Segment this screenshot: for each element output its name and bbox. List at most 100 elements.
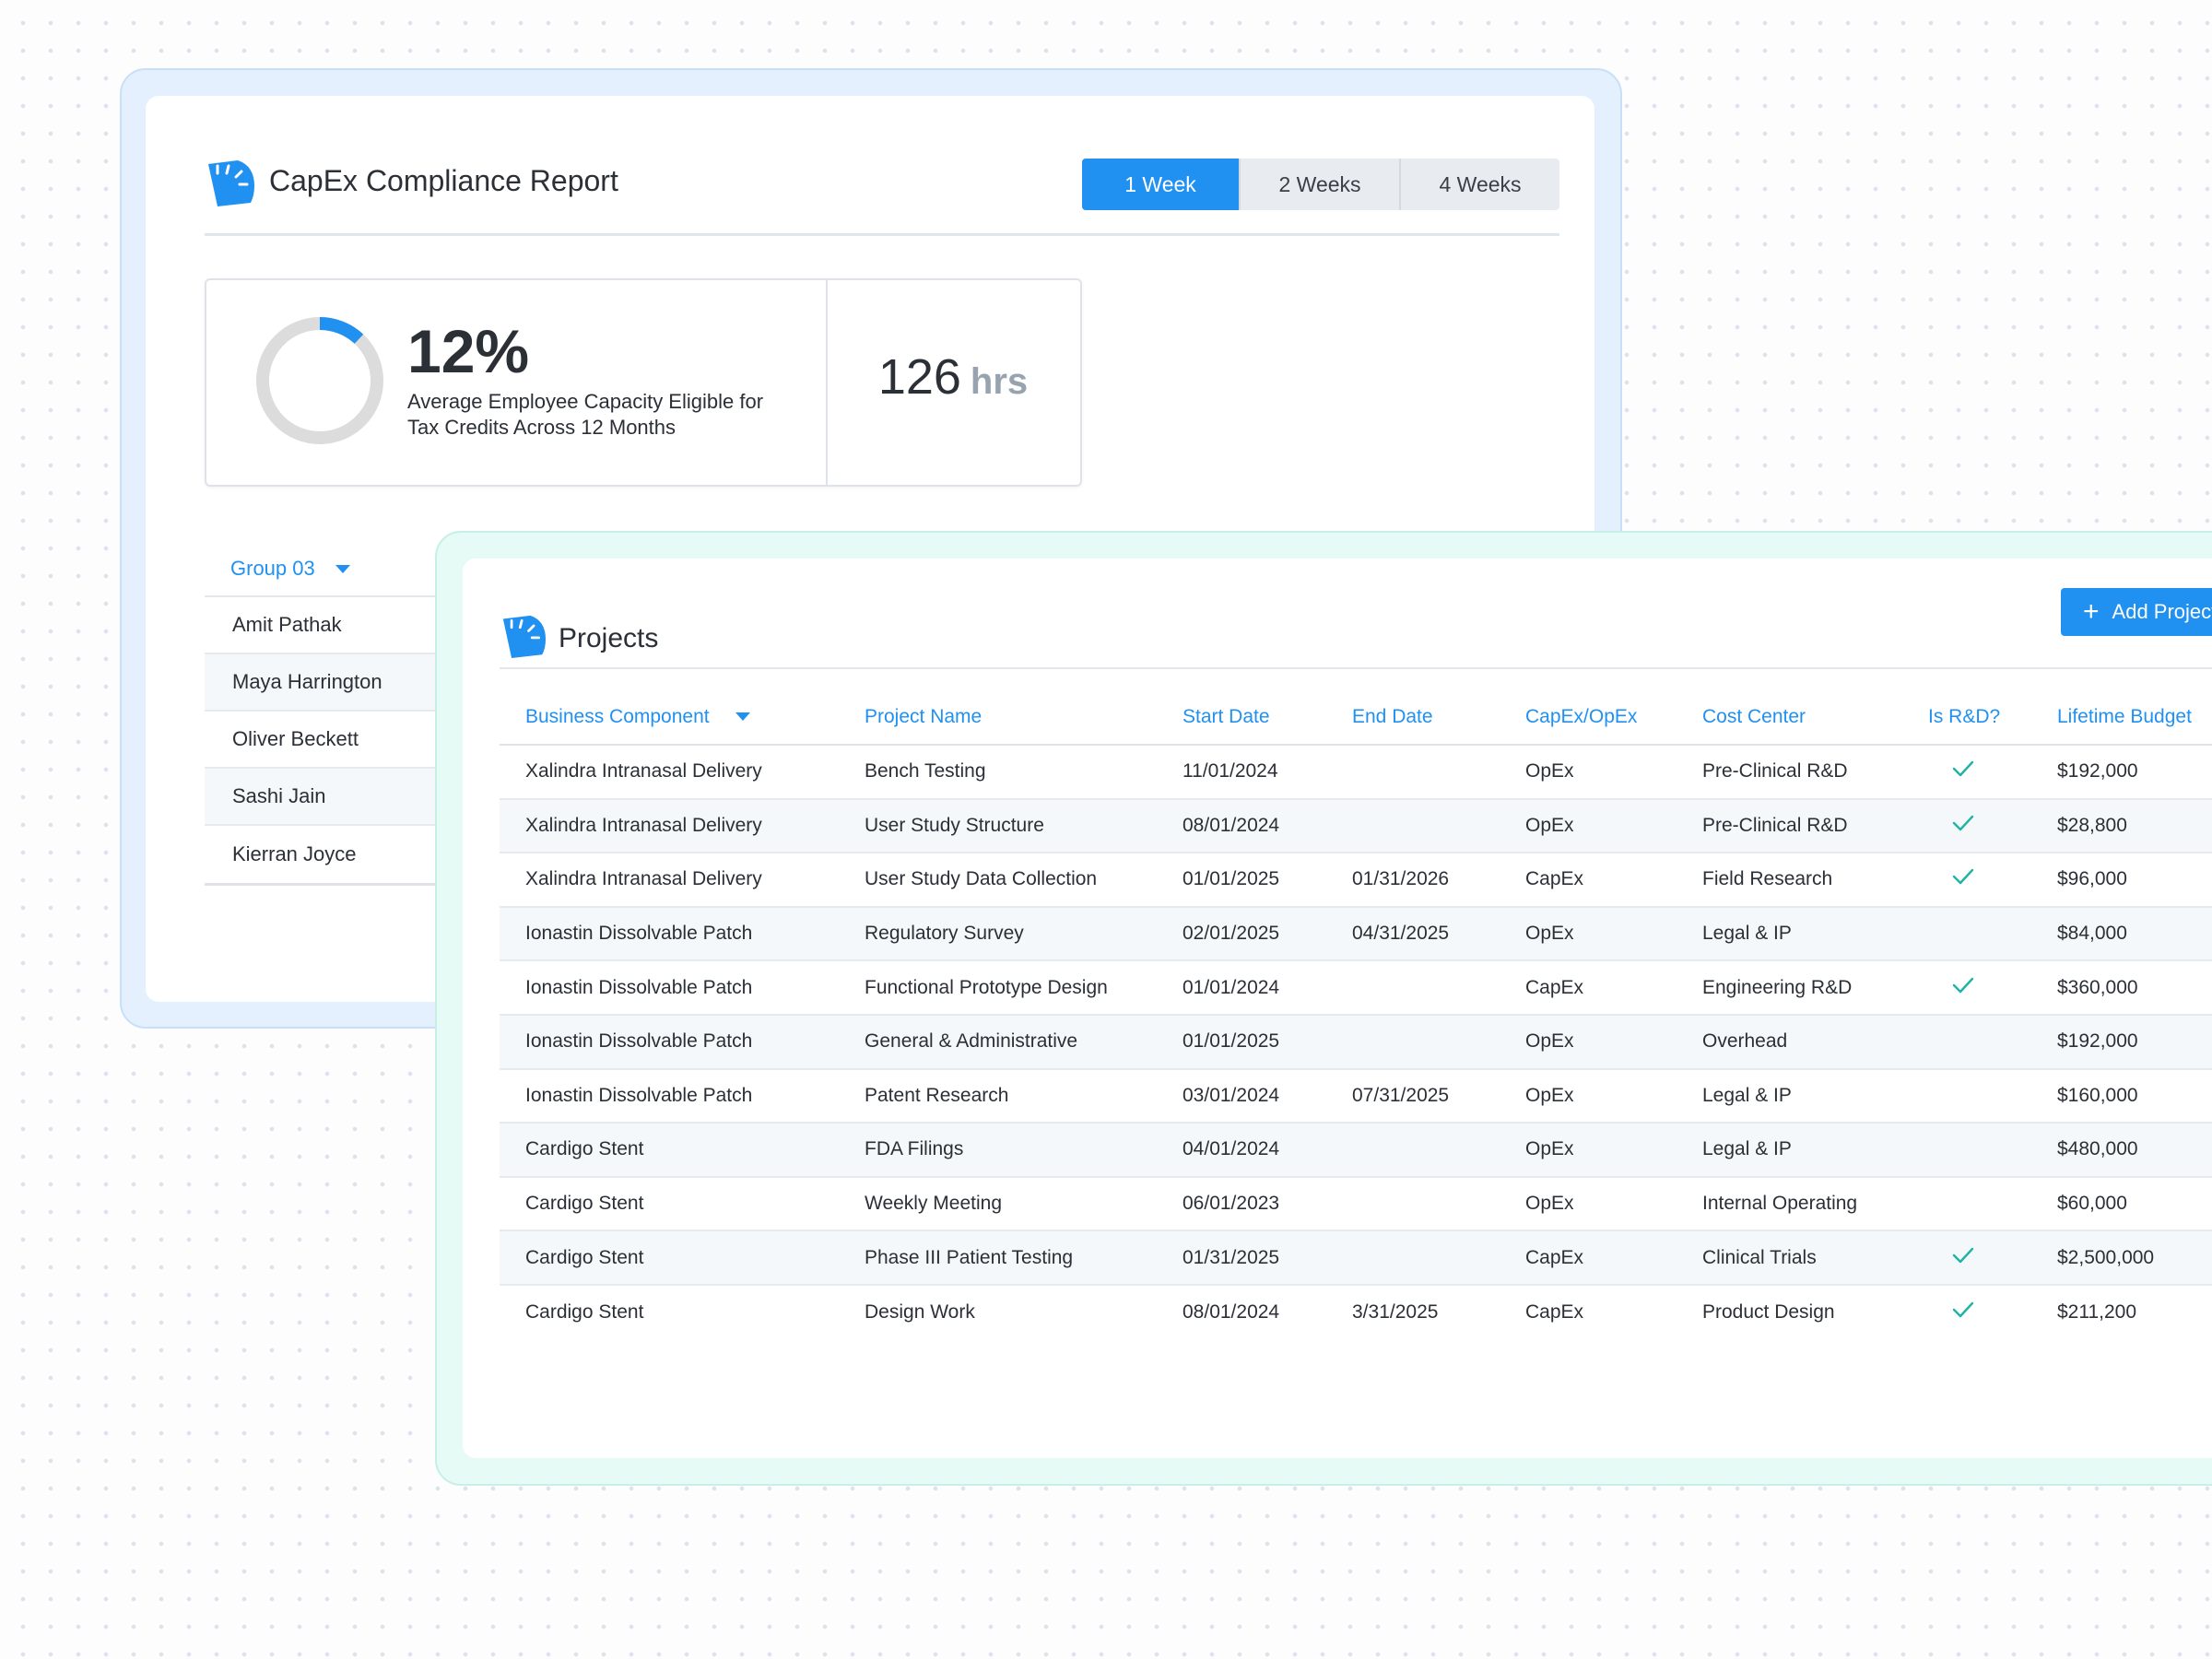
cell-capex-opex: OpEx bbox=[1500, 798, 1677, 854]
cell-is-rnd bbox=[1902, 906, 2031, 962]
cell-project-name: General & Administrative bbox=[839, 1014, 1157, 1070]
check-icon bbox=[1952, 869, 1974, 885]
group-member-item[interactable]: Kierran Joyce bbox=[232, 842, 357, 865]
table-row[interactable]: Cardigo Stent Phase III Patient Testing 01… bbox=[500, 1230, 2212, 1286]
col-business-component[interactable]: Business Component bbox=[500, 689, 839, 746]
table-row[interactable]: Cardigo Stent Design Work 08/01/2024 3/31/2… bbox=[500, 1285, 2212, 1339]
col-is-rnd[interactable]: Is R&D? bbox=[1902, 689, 2031, 746]
cell-project-name: User Study Structure bbox=[839, 798, 1157, 854]
cell-is-rnd bbox=[1902, 745, 2031, 800]
table-row[interactable]: Cardigo Stent FDA Filings 04/01/2024 OpEx Le… bbox=[500, 1123, 2212, 1178]
caret-down-icon bbox=[735, 712, 750, 721]
cell-lifetime-budget: $60,000 bbox=[2031, 1176, 2212, 1232]
col-lifetime-budget[interactable]: Lifetime Budget bbox=[2031, 689, 2212, 746]
cell-capex-opex: CapEx bbox=[1500, 960, 1677, 1016]
cell-business-component: Ionastin Dissolvable Patch bbox=[500, 960, 839, 1016]
col-start-date[interactable]: Start Date bbox=[1157, 689, 1326, 746]
cell-capex-opex: CapEx bbox=[1500, 1230, 1677, 1286]
toggle-1-week[interactable]: 1 Week bbox=[1082, 159, 1239, 210]
group-dropdown-label: Group 03 bbox=[230, 557, 315, 580]
check-icon bbox=[1952, 761, 1974, 777]
cell-is-rnd bbox=[1902, 798, 2031, 854]
cell-capex-opex: OpEx bbox=[1500, 1014, 1677, 1070]
cell-cost-center: Pre-Clinical R&D bbox=[1677, 745, 1902, 800]
cell-start-date: 03/01/2024 bbox=[1157, 1068, 1326, 1124]
hours-value: 126 bbox=[877, 349, 961, 405]
cell-end-date bbox=[1326, 1176, 1500, 1232]
group-member-list: Amit Pathak Maya Harrington Oliver Becke… bbox=[205, 595, 463, 886]
group-dropdown[interactable]: Group 03 bbox=[230, 557, 350, 581]
hours-unit: hrs bbox=[970, 361, 1029, 402]
cell-cost-center: Engineering R&D bbox=[1677, 960, 1902, 1016]
col-project-name[interactable]: Project Name bbox=[839, 689, 1157, 746]
cell-business-component: Cardigo Stent bbox=[500, 1230, 839, 1286]
cell-business-component: Ionastin Dissolvable Patch bbox=[500, 906, 839, 962]
cell-capex-opex: OpEx bbox=[1500, 745, 1677, 800]
table-row[interactable]: Cardigo Stent Weekly Meeting 06/01/2023 OpE… bbox=[500, 1176, 2212, 1232]
cell-is-rnd bbox=[1902, 853, 2031, 908]
cell-business-component: Cardigo Stent bbox=[500, 1176, 839, 1232]
toggle-2-weeks[interactable]: 2 Weeks bbox=[1239, 159, 1399, 210]
period-toggle: 1 Week 2 Weeks 4 Weeks bbox=[1082, 159, 1559, 210]
cell-project-name: Functional Prototype Design bbox=[839, 960, 1157, 1016]
cell-business-component: Cardigo Stent bbox=[525, 1300, 644, 1323]
check-icon bbox=[1952, 977, 1974, 993]
cell-end-date bbox=[1326, 1123, 1500, 1178]
cell-cost-center: Overhead bbox=[1677, 1014, 1902, 1070]
toggle-4-weeks[interactable]: 4 Weeks bbox=[1399, 159, 1559, 210]
caret-down-icon bbox=[335, 564, 350, 573]
group-member-item[interactable]: Amit Pathak bbox=[205, 597, 463, 654]
cell-cost-center: Legal & IP bbox=[1677, 1068, 1902, 1124]
table-row[interactable]: Ionastin Dissolvable Patch Patent Researc… bbox=[500, 1068, 2212, 1124]
cell-lifetime-budget: $211,200 bbox=[2057, 1300, 2137, 1323]
cell-capex-opex: CapEx bbox=[1500, 853, 1677, 908]
cell-start-date: 11/01/2024 bbox=[1157, 745, 1326, 800]
cell-business-component: Ionastin Dissolvable Patch bbox=[500, 1068, 839, 1124]
cell-project-name: Regulatory Survey bbox=[839, 906, 1157, 962]
cell-lifetime-budget: $480,000 bbox=[2031, 1123, 2212, 1178]
cell-is-rnd bbox=[1902, 1176, 2031, 1232]
cell-cost-center: Legal & IP bbox=[1677, 1123, 1902, 1178]
cell-end-date: 3/31/2025 bbox=[1352, 1300, 1439, 1323]
group-member-item[interactable]: Oliver Beckett bbox=[205, 712, 463, 769]
table-row[interactable]: Ionastin Dissolvable Patch General & Admi… bbox=[500, 1014, 2212, 1070]
table-row[interactable]: Ionastin Dissolvable Patch Functional Pro… bbox=[500, 960, 2212, 1016]
cell-is-rnd bbox=[1902, 1068, 2031, 1124]
cell-business-component: Xalindra Intranasal Delivery bbox=[500, 798, 839, 854]
projects-table-body: Xalindra Intranasal Delivery Bench Testin… bbox=[500, 745, 2212, 1339]
cell-project-name: Patent Research bbox=[839, 1068, 1157, 1124]
cell-start-date: 04/01/2024 bbox=[1157, 1123, 1326, 1178]
cell-lifetime-budget: $160,000 bbox=[2031, 1068, 2212, 1124]
group-member-item[interactable]: Sashi Jain bbox=[205, 769, 463, 826]
table-row[interactable]: Ionastin Dissolvable Patch Regulatory Sur… bbox=[500, 906, 2212, 962]
table-row[interactable]: Xalindra Intranasal Delivery Bench Testin… bbox=[500, 745, 2212, 800]
capex-header: CapEx Compliance Report 1 Week 2 Weeks 4… bbox=[205, 147, 1559, 236]
projects-table: Business Component Project Name Start Da… bbox=[500, 689, 2212, 1339]
col-capex-opex[interactable]: CapEx/OpEx bbox=[1500, 689, 1677, 746]
cell-start-date: 01/31/2025 bbox=[1157, 1230, 1326, 1286]
cell-cost-center: Internal Operating bbox=[1677, 1176, 1902, 1232]
cell-start-date: 06/01/2023 bbox=[1157, 1176, 1326, 1232]
add-project-label: Add Project bbox=[2112, 600, 2212, 623]
cell-start-date: 02/01/2025 bbox=[1157, 906, 1326, 962]
table-header-row: Business Component Project Name Start Da… bbox=[500, 689, 2212, 746]
cell-is-rnd bbox=[1902, 1014, 2031, 1070]
table-row[interactable]: Xalindra Intranasal Delivery User Study D… bbox=[500, 853, 2212, 908]
col-cost-center[interactable]: Cost Center bbox=[1677, 689, 1902, 746]
check-icon bbox=[1952, 1301, 1974, 1317]
col-end-date[interactable]: End Date bbox=[1326, 689, 1500, 746]
group-member-item[interactable]: Maya Harrington bbox=[205, 654, 463, 712]
check-icon bbox=[1952, 1247, 1974, 1263]
add-project-button[interactable]: + Add Project bbox=[2061, 588, 2212, 636]
cell-lifetime-budget: $84,000 bbox=[2031, 906, 2212, 962]
cell-is-rnd bbox=[1902, 1230, 2031, 1286]
table-row[interactable]: Xalindra Intranasal Delivery User Study S… bbox=[500, 798, 2212, 854]
cell-capex-opex: OpEx bbox=[1500, 1068, 1677, 1124]
cell-is-rnd bbox=[1902, 960, 2031, 1016]
cell-project-name: User Study Data Collection bbox=[839, 853, 1157, 908]
cell-end-date bbox=[1326, 960, 1500, 1016]
plus-icon: + bbox=[2083, 596, 2100, 627]
cell-end-date: 07/31/2025 bbox=[1326, 1068, 1500, 1124]
cell-project-name: FDA Filings bbox=[839, 1123, 1157, 1178]
cell-cost-center: Legal & IP bbox=[1677, 906, 1902, 962]
